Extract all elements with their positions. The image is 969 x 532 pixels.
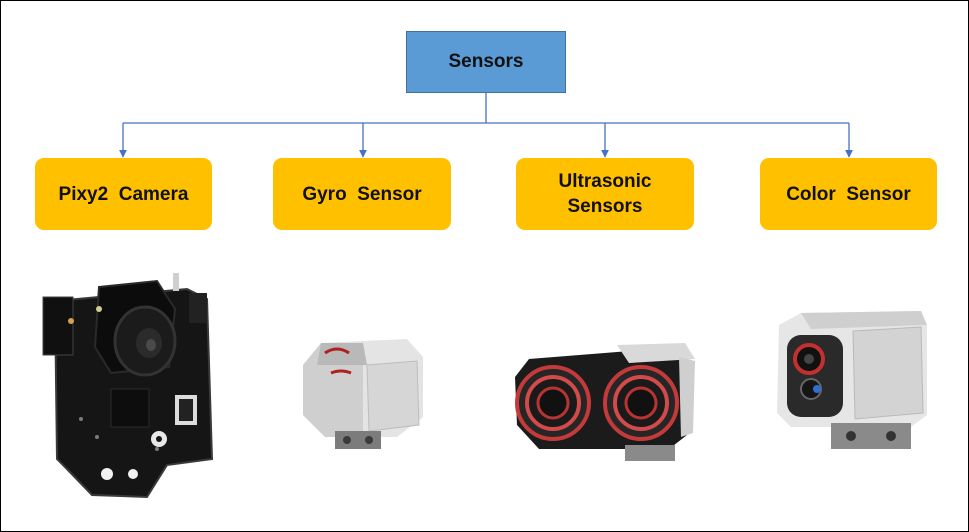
root-node-label: Sensors [448,51,524,72]
node-ultrasonic-sensors: Ultrasonic Sensors [516,158,694,230]
node-label: Ultrasonic Sensors [558,171,652,217]
node-label: Pixy2 Camera [58,183,189,205]
node-color-sensor: Color Sensor [760,158,937,230]
color-sensor-image [777,311,927,449]
ultrasonic-sensor-image [515,343,695,461]
node-pixy2-camera: Pixy2 Camera [35,158,212,230]
root-node-sensors: Sensors [406,31,566,93]
node-gyro-sensor: Gyro Sensor [273,158,451,230]
pixy2-camera-image [42,273,214,499]
node-label: Gyro Sensor [302,183,422,205]
node-label: Color Sensor [786,183,911,205]
gyro-sensor-image [303,339,423,449]
